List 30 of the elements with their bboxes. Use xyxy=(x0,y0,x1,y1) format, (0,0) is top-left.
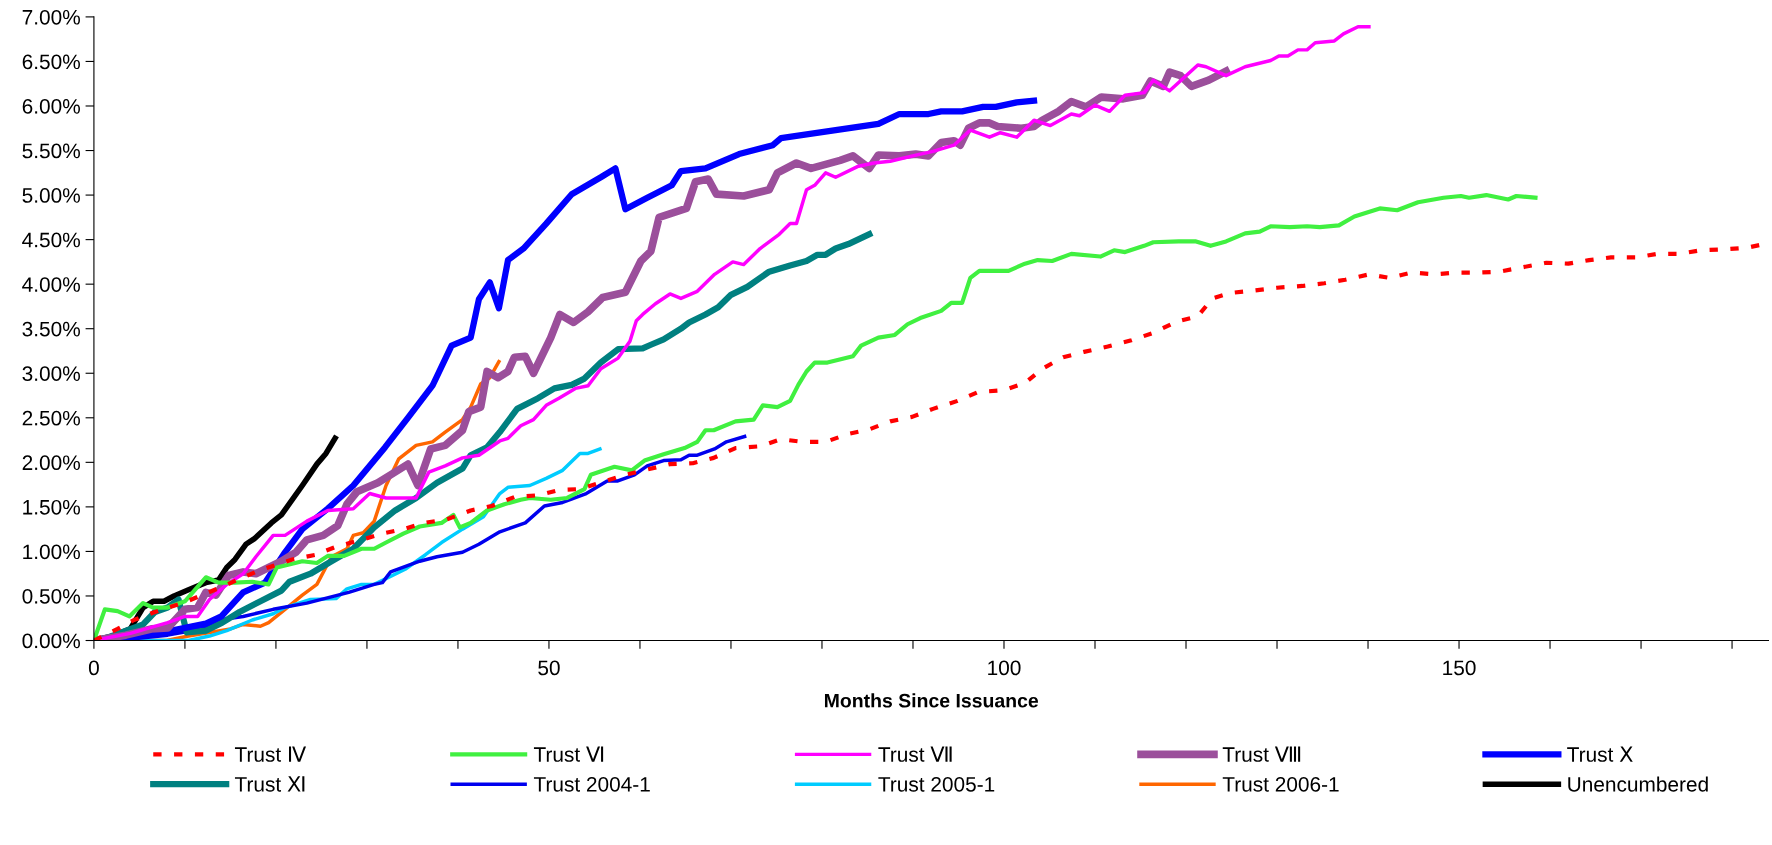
y-tick-label: 4.50% xyxy=(22,232,80,248)
legend-label: Trust Ⅺ xyxy=(234,776,305,792)
legend-label: Trust 2005-1 xyxy=(878,776,995,792)
y-tick-label: 3.00% xyxy=(22,366,80,381)
y-tick-label: 7.00% xyxy=(22,9,80,25)
legend-label: Trust Ⅹ xyxy=(1567,746,1633,762)
legend-label: Trust Ⅶ xyxy=(878,746,952,762)
x-tick-label: 50 xyxy=(538,660,560,676)
x-axis-title: Months Since Issuance xyxy=(824,693,1039,708)
y-tick-label: 6.00% xyxy=(22,98,80,114)
y-tick-label: 0.50% xyxy=(22,588,80,604)
y-tick-label: 4.00% xyxy=(22,277,80,292)
x-tick-label: 100 xyxy=(988,660,1021,676)
y-tick-label: 5.50% xyxy=(22,143,80,159)
y-tick-label: 5.00% xyxy=(22,188,80,203)
legend-label: Trust Ⅵ xyxy=(533,746,604,762)
y-tick-label: 1.00% xyxy=(23,544,80,560)
y-tick-label: 1.50% xyxy=(23,499,80,515)
x-tick-label: 0 xyxy=(88,660,99,676)
y-tick-label: 2.50% xyxy=(22,410,80,426)
y-tick-label: 0.00% xyxy=(22,633,80,649)
y-tick-label: 6.50% xyxy=(22,54,80,70)
y-tick-label: 2.00% xyxy=(22,455,80,471)
legend-label: Trust 2006-1 xyxy=(1222,776,1339,792)
y-tick-label: 3.50% xyxy=(22,321,80,337)
legend-label: Unencumbered xyxy=(1568,776,1708,792)
legend-label: Trust 2004-1 xyxy=(533,776,650,792)
x-tick-label: 150 xyxy=(1443,660,1476,676)
legend-label: Trust Ⅷ xyxy=(1222,746,1301,762)
legend-label: Trust Ⅳ xyxy=(234,746,307,762)
